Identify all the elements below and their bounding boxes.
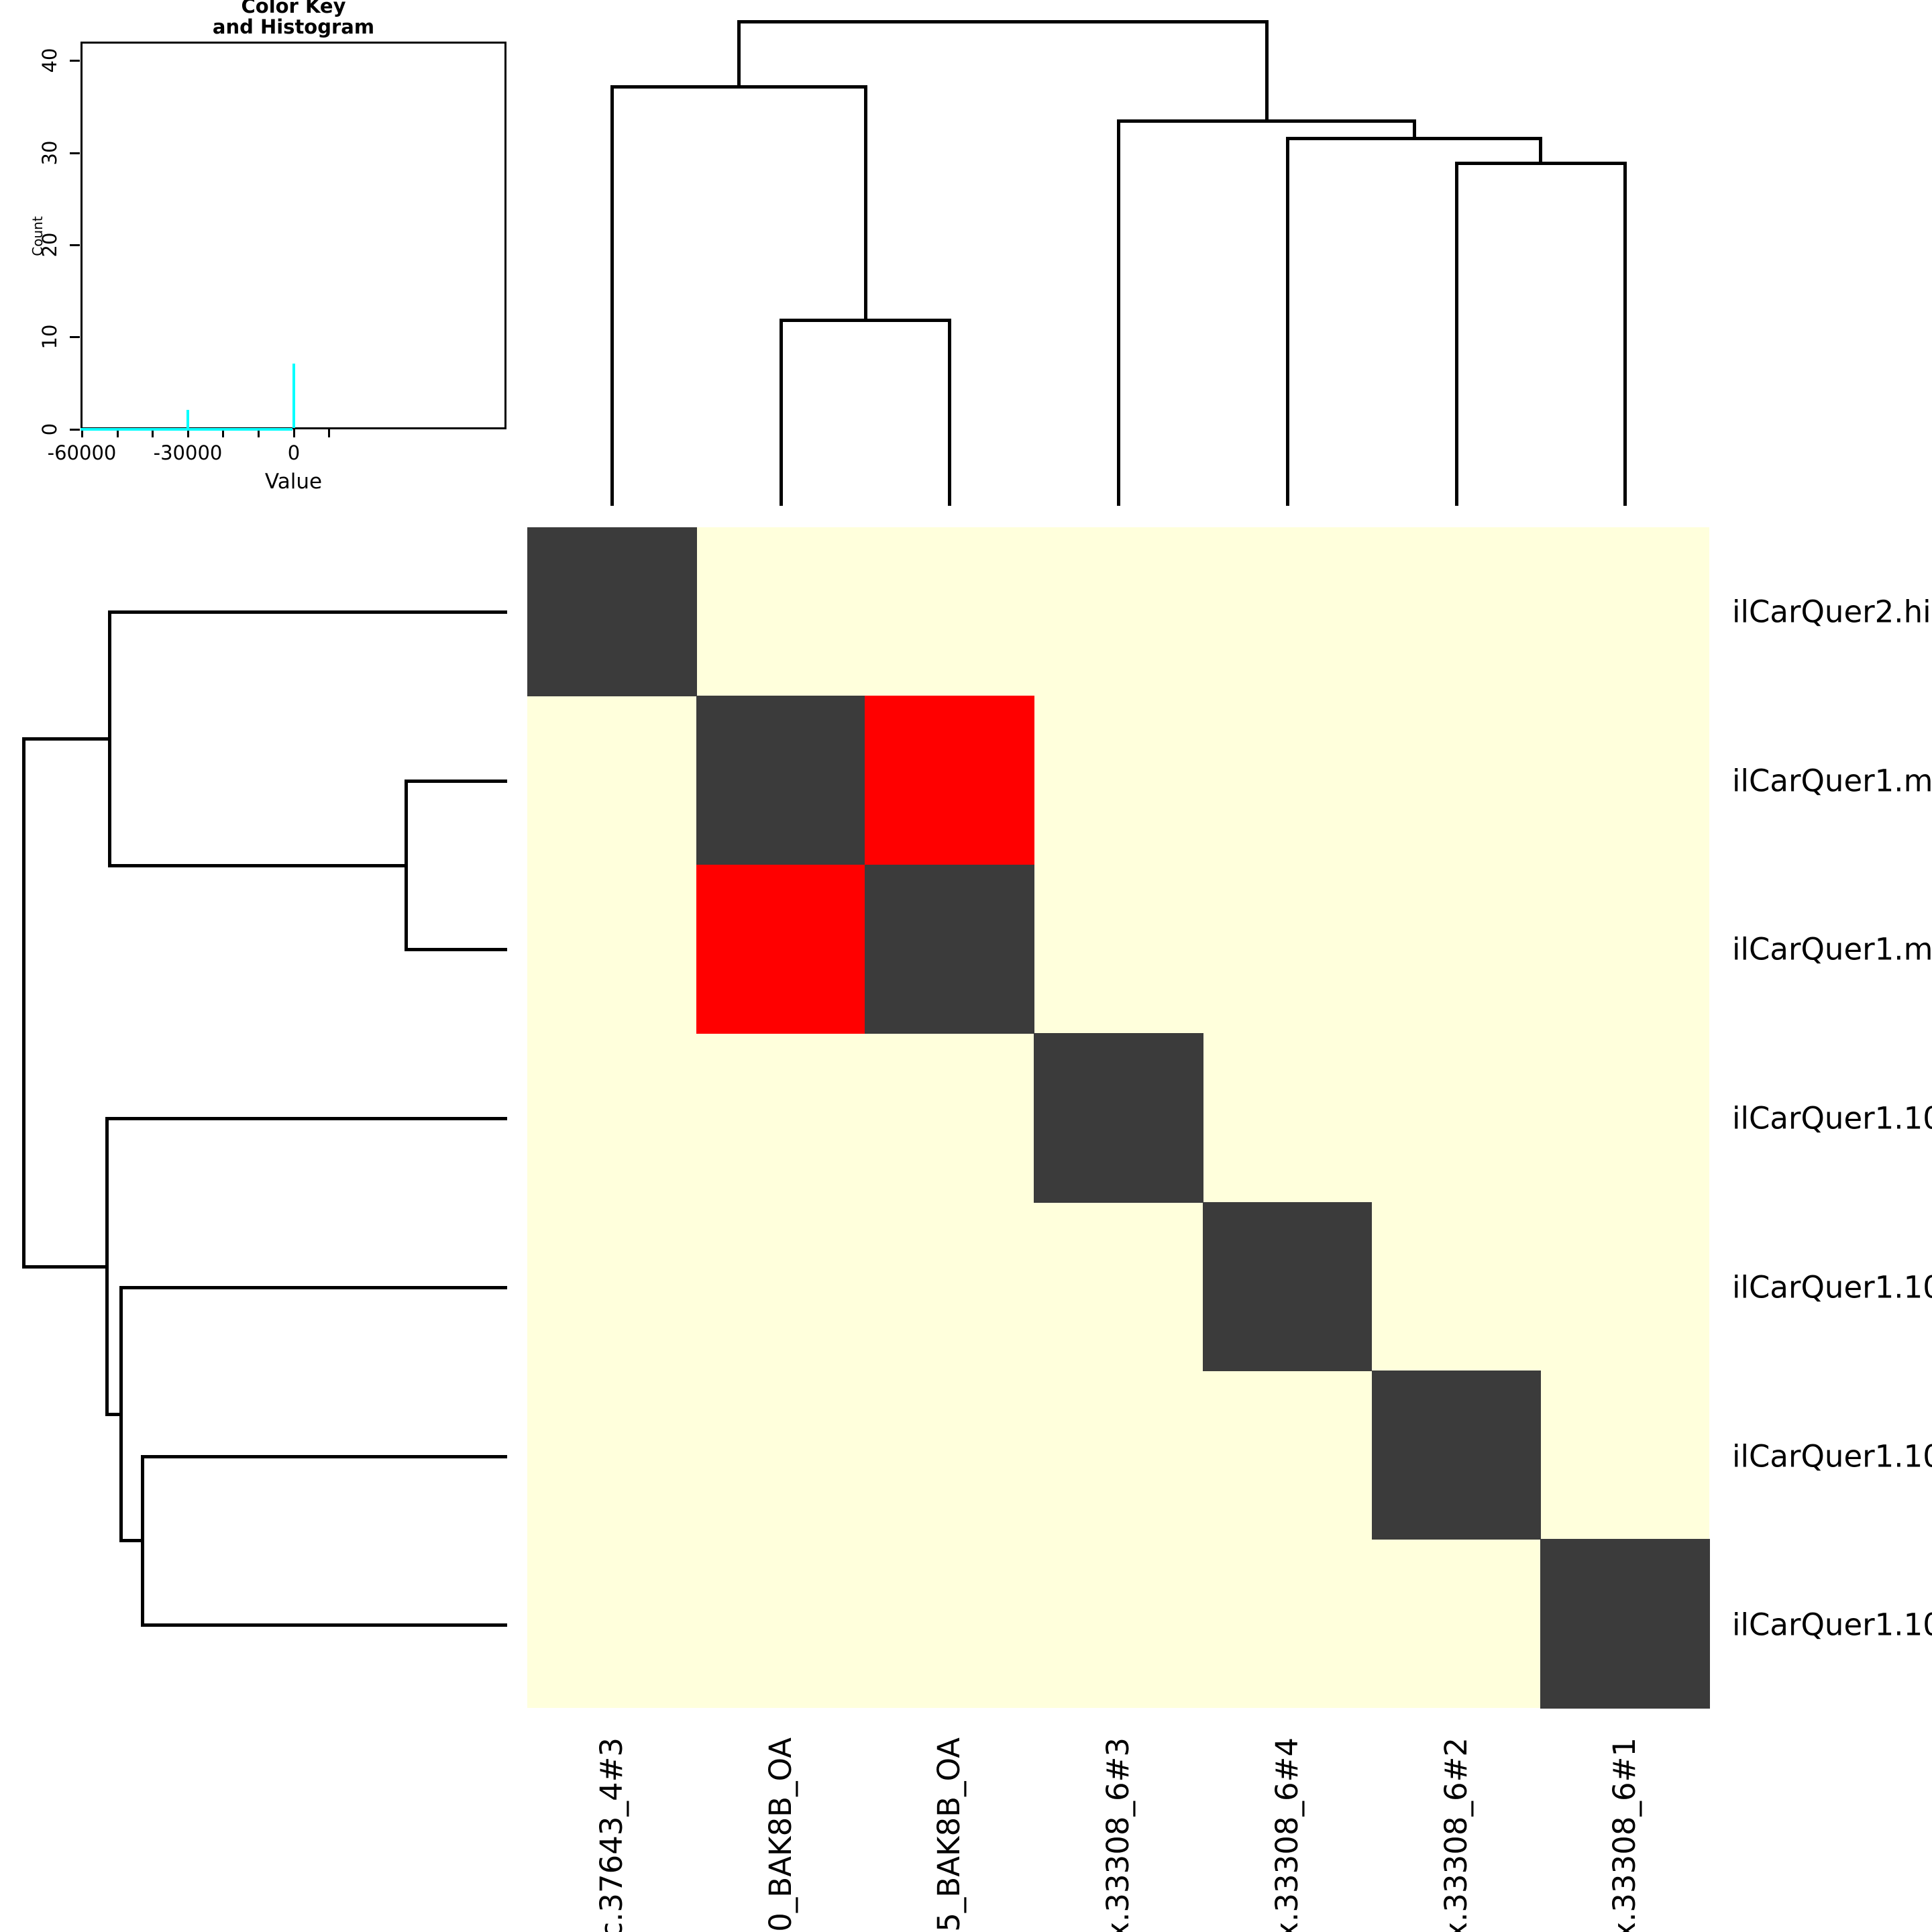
- column-label: 015_BAK8B_OA: [931, 1737, 967, 1932]
- heatmap: [527, 527, 1710, 1709]
- color-key-x-tick-label: -60000: [47, 441, 117, 464]
- row-dendrogram-branch: [140, 1454, 144, 1623]
- row-dendrogram-branch: [21, 737, 108, 741]
- color-key-y-tick-label: 30: [38, 140, 61, 166]
- row-dendrogram-branch: [105, 1116, 507, 1120]
- row-dendrogram-branch: [140, 1623, 507, 1627]
- heatmap-cell: [1202, 1201, 1373, 1371]
- color-key-y-tick: [69, 152, 80, 154]
- histogram-line: [186, 410, 189, 428]
- column-dendrogram-branch: [610, 85, 614, 506]
- color-key-x-axis-label: Value: [264, 470, 323, 494]
- row-dendrogram-branch: [404, 779, 408, 948]
- column-label: 10x.33308_6#2: [1438, 1737, 1474, 1932]
- column-dendrogram-branch: [1265, 19, 1269, 119]
- column-label: 020_BAK8B_OA: [763, 1737, 798, 1932]
- column-dendrogram-branch: [1412, 119, 1416, 137]
- color-key-x-tick: [116, 427, 119, 437]
- row-label: ilCarQuer1.10x.: [1732, 1100, 1932, 1136]
- row-label: ilCarQuer1.10x.: [1732, 1607, 1932, 1643]
- color-key-y-tick: [69, 244, 80, 246]
- color-key-x-tick: [151, 427, 154, 437]
- column-dendrogram-branch: [1285, 136, 1289, 506]
- color-key-x-tick: [186, 427, 189, 437]
- heatmap-cell: [1371, 1371, 1542, 1540]
- heatmap-cell: [696, 696, 866, 865]
- color-key-x-tick: [221, 427, 224, 437]
- column-dendrogram-branch: [610, 85, 864, 89]
- column-dendrogram-branch: [779, 318, 948, 322]
- color-key-x-tick: [80, 427, 83, 437]
- column-dendrogram-branch: [1623, 161, 1627, 506]
- row-label: ilCarQuer2.hic.3: [1732, 594, 1932, 630]
- color-key-title-line1: Color Key: [241, 0, 346, 17]
- heatmap-cell: [527, 527, 697, 697]
- color-key-x-tick-label: -30000: [153, 441, 223, 464]
- row-dendrogram-branch: [404, 947, 507, 951]
- color-key-y-tick: [69, 335, 80, 338]
- color-key-title: Color Key and Histogram: [80, 0, 506, 38]
- color-key-y-tick-label: 40: [38, 48, 61, 73]
- histogram-line: [80, 428, 292, 431]
- column-dendrogram-branch: [1285, 136, 1539, 140]
- column-label: .hic.37643_4#3: [594, 1737, 629, 1932]
- column-dendrogram-branch: [863, 85, 867, 319]
- color-key-y-tick: [69, 428, 80, 431]
- color-key-y-tick-label: 10: [38, 324, 61, 350]
- row-dendrogram-branch: [140, 1454, 507, 1458]
- row-dendrogram-branch: [404, 779, 507, 783]
- row-label: ilCarQuer1.m64: [1732, 931, 1932, 967]
- row-label: ilCarQuer1.m64: [1732, 763, 1932, 799]
- color-key-x-tick-label: 0: [287, 441, 301, 464]
- row-dendrogram-branch: [119, 1285, 507, 1289]
- column-dendrogram-branch: [1116, 119, 1413, 123]
- row-dendrogram-branch: [119, 1285, 123, 1539]
- heatmap-cell: [1540, 1539, 1710, 1709]
- color-key-x-tick: [327, 427, 330, 437]
- row-dendrogram-branch: [21, 1265, 105, 1269]
- histogram-line: [292, 364, 295, 428]
- column-dendrogram-branch: [947, 318, 951, 506]
- column-dendrogram-branch: [779, 318, 783, 506]
- row-dendrogram-branch: [107, 863, 405, 867]
- row-label: ilCarQuer1.10x.: [1732, 1438, 1932, 1474]
- row-dendrogram-branch: [21, 737, 25, 1265]
- color-key-x-tick: [257, 427, 260, 437]
- row-label: ilCarQuer1.10x.: [1732, 1269, 1932, 1305]
- column-dendrogram-branch: [737, 19, 1265, 23]
- column-label: 10x.33308_6#3: [1100, 1737, 1136, 1932]
- color-key-title-line2: and Histogram: [212, 15, 375, 38]
- color-key-y-tick: [69, 59, 80, 62]
- color-key-y-axis-label: Count: [30, 216, 46, 256]
- column-label: 10x.33308_6#1: [1607, 1737, 1642, 1932]
- column-dendrogram-branch: [1454, 161, 1623, 165]
- row-dendrogram-branch: [105, 1116, 109, 1413]
- row-dendrogram-branch: [107, 610, 111, 864]
- heatmap-cell: [1034, 1033, 1203, 1203]
- row-dendrogram-branch: [105, 1412, 119, 1416]
- heatmap-cell: [696, 864, 866, 1034]
- color-key-x-tick: [292, 427, 295, 437]
- column-dendrogram-branch: [1116, 119, 1120, 506]
- color-key-y-tick-label: 0: [38, 423, 61, 436]
- column-dendrogram-branch: [737, 19, 741, 85]
- column-dendrogram-branch: [1454, 161, 1458, 506]
- heatmap-cell: [865, 864, 1035, 1034]
- heatmap-cell: [865, 696, 1035, 865]
- row-dendrogram-branch: [119, 1538, 141, 1542]
- row-dendrogram-branch: [107, 610, 507, 614]
- column-dendrogram-branch: [1538, 136, 1542, 162]
- column-label: 10x.33308_6#4: [1269, 1737, 1305, 1932]
